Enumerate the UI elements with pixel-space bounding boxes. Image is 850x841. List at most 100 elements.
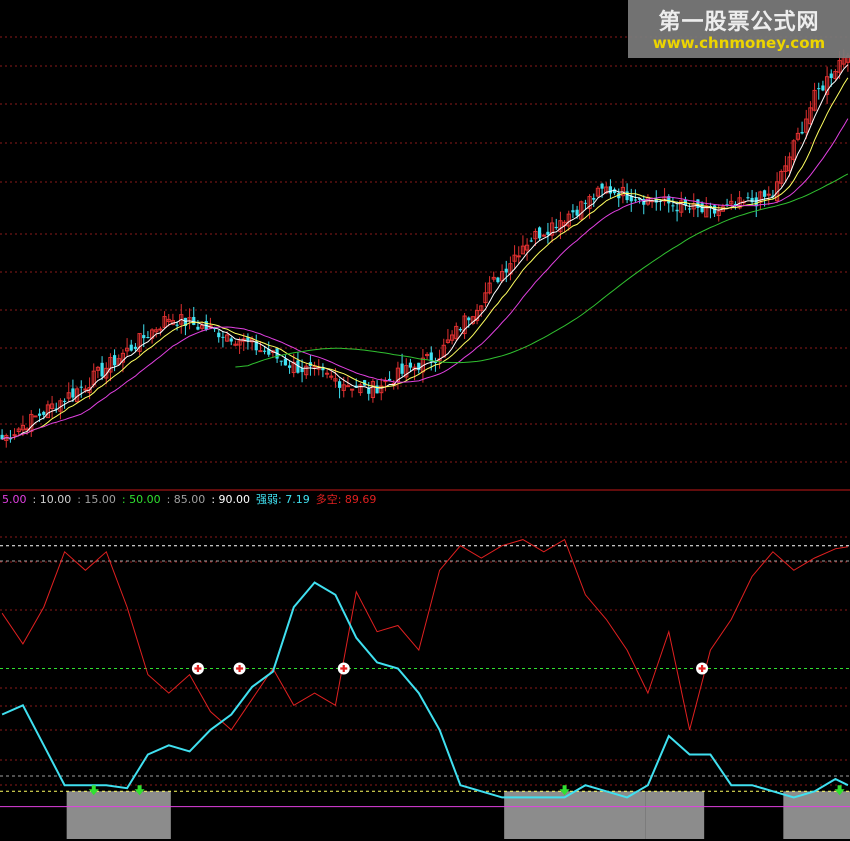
candle-body: [779, 171, 784, 184]
indicator-pane: [0, 538, 850, 839]
candle-body: [587, 196, 592, 209]
candle-body: [37, 413, 42, 416]
candle-body: [12, 434, 17, 437]
candle-body: [754, 197, 758, 207]
candle-body: [704, 205, 709, 218]
header-item-6: 强弱: 7.19: [256, 493, 310, 506]
candle-body: [137, 333, 142, 352]
candle-body: [558, 220, 563, 233]
candle-body: [375, 385, 379, 394]
candle-body: [491, 276, 496, 280]
candle-body: [524, 244, 530, 251]
candle-body: [408, 362, 413, 368]
header-item-4: : 85.00: [167, 493, 206, 506]
candle-body: [8, 438, 13, 440]
candle-body: [224, 334, 230, 342]
candle-body: [45, 404, 51, 419]
header-item-3: : 50.00: [122, 493, 161, 506]
candle-body: [458, 328, 463, 331]
signal-zone: [645, 791, 705, 839]
candle-body: [108, 356, 113, 373]
candle-body: [679, 200, 684, 213]
candle-body: [345, 385, 351, 388]
down-arrow-icon: [559, 785, 570, 796]
candle-body: [162, 316, 167, 328]
signal-zone: [783, 791, 850, 839]
candle-body: [449, 334, 455, 341]
candle-body: [804, 118, 809, 133]
qiangruo-line: [1, 581, 849, 799]
candle-body: [424, 353, 430, 357]
duokong-line: [1, 538, 848, 731]
candle-body: [533, 231, 538, 240]
signal-zone: [504, 791, 646, 839]
candle-body: [429, 352, 433, 362]
candle-body: [337, 381, 342, 388]
candle-body: [608, 186, 613, 194]
candle-body: [279, 360, 283, 362]
candle-body: [199, 324, 205, 329]
candle-body: [617, 193, 621, 199]
candle-body: [183, 317, 188, 326]
watermark-banner: 第一股票公式网 www.chnmoney.com: [628, 0, 850, 58]
candle-body: [671, 205, 675, 207]
signal-marker-cross: [340, 665, 348, 672]
candle-body: [762, 190, 767, 197]
candle-body: [817, 88, 821, 90]
candle-body: [583, 202, 588, 204]
candle-body: [142, 335, 146, 339]
candle-body: [612, 189, 617, 194]
candle-body: [254, 341, 258, 351]
ma-long-line: [1, 118, 849, 440]
candle-body: [496, 277, 500, 283]
candle-body: [54, 408, 58, 410]
candle-body: [341, 384, 346, 391]
candle-body: [629, 195, 633, 202]
candle-body: [729, 200, 734, 205]
signal-marker-cross: [236, 665, 244, 672]
candle-body: [467, 317, 471, 321]
candle-body: [333, 378, 338, 382]
candle-body: [217, 332, 221, 338]
candle-body: [321, 367, 325, 371]
candle-body: [487, 282, 492, 294]
candle-body: [221, 336, 225, 338]
header-item-1: : 10.00: [33, 493, 72, 506]
candle-body: [758, 191, 763, 203]
header-item-7: 多空: 89.69: [316, 492, 377, 506]
candle-body: [483, 292, 488, 304]
candle-body: [324, 372, 330, 375]
candle-body: [546, 231, 550, 235]
candle-body: [800, 131, 804, 134]
candle-body: [766, 193, 771, 196]
candle-body: [349, 388, 355, 391]
watermark-title: 第一股票公式网: [658, 10, 820, 35]
candle-body: [592, 197, 596, 200]
candle-body: [329, 375, 334, 378]
candle-body: [62, 400, 67, 402]
candle-body: [400, 363, 404, 374]
candle-body: [79, 386, 83, 388]
candle-body: [516, 255, 521, 258]
candle-body: [541, 234, 546, 237]
price-pane: [0, 49, 850, 448]
candle-body: [696, 199, 700, 208]
candle-body: [116, 358, 121, 365]
candle-body: [175, 324, 179, 326]
candle-body: [675, 209, 679, 212]
candle-body: [520, 245, 526, 255]
candle-body: [233, 343, 238, 346]
candle-body: [16, 428, 21, 432]
candle-body: [771, 195, 775, 197]
candle-body: [395, 367, 401, 382]
candle-body: [604, 186, 609, 194]
candle-body: [104, 367, 109, 379]
candle-body: [579, 201, 584, 220]
ma-xlong-line: [235, 173, 849, 368]
candle-body: [304, 365, 309, 376]
signal-zone: [66, 791, 171, 839]
candle-body: [537, 227, 542, 239]
candle-body: [262, 350, 267, 352]
candle-body: [633, 199, 638, 201]
